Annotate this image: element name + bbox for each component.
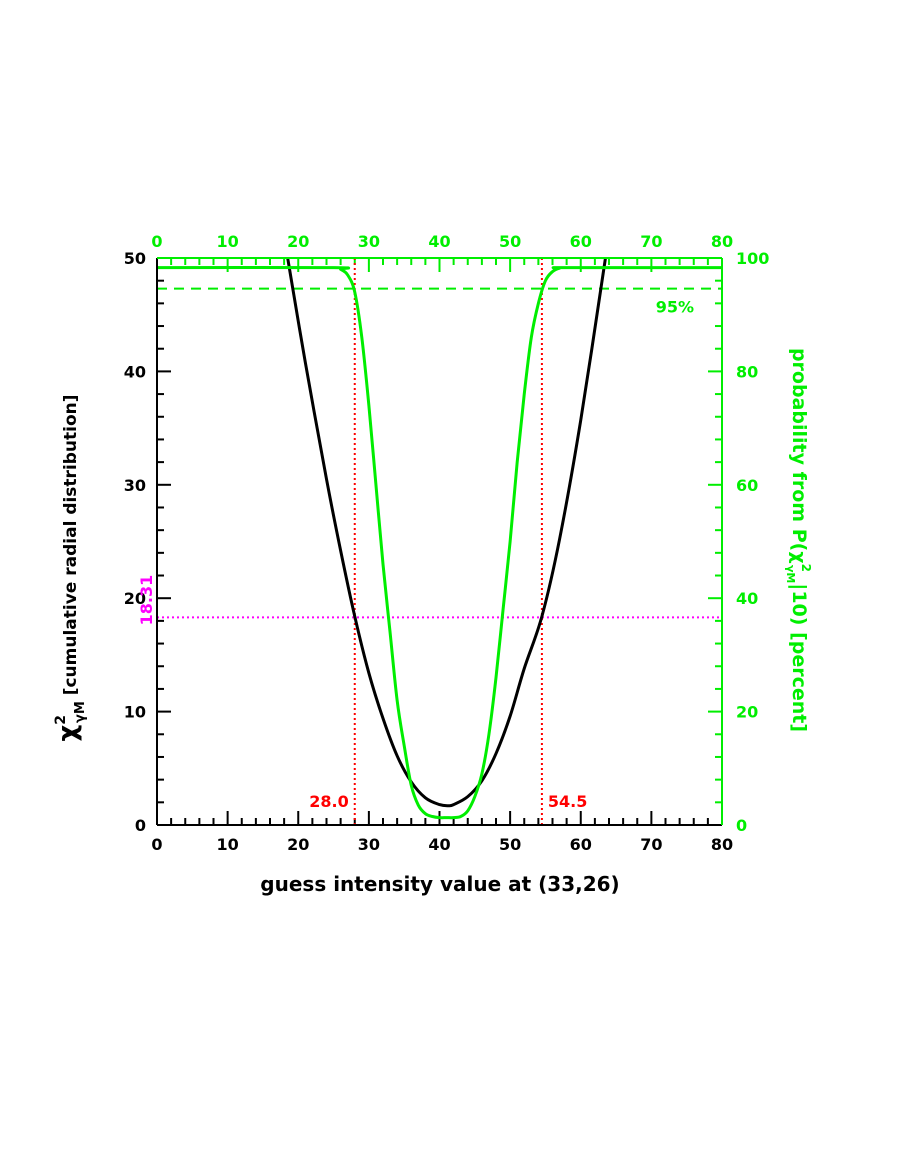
x-tick-label: 50 — [499, 835, 521, 854]
x-tick-label: 80 — [711, 835, 733, 854]
left-y-chi-symbol: χ — [53, 725, 83, 742]
lower-bound-label: 28.0 — [309, 792, 348, 811]
x-axis-title: guess intensity value at (33,26) — [260, 872, 619, 896]
right-y-chi-superscript: 2 — [799, 564, 813, 572]
left-y-title-rest: [cumulative radial distribution] — [61, 394, 81, 701]
right-y-title-rest: |10) [percent] — [788, 583, 810, 732]
right-y-chi-subscript: γM — [784, 565, 797, 583]
series-layer — [156, 257, 723, 820]
top-x-tick-label: 10 — [216, 232, 238, 251]
confidence-label: 95% — [656, 298, 694, 317]
x-tick-label: 20 — [287, 835, 309, 854]
x-tick-label: 10 — [216, 835, 238, 854]
x-tick-label: 30 — [358, 835, 380, 854]
tick-marks-layer — [156, 257, 723, 826]
left-y-chi-subscript: γM — [73, 701, 88, 723]
top-x-tick-label: 80 — [711, 232, 733, 251]
right-y-tick-label: 0 — [736, 816, 747, 835]
x-tick-label: 40 — [428, 835, 450, 854]
chi-square-curve — [286, 257, 607, 808]
labels-layer: 0 10 20 30 40 50 60 70 800 10 20 30 40 50 60 70 80010203… — [124, 232, 770, 854]
left-y-tick-label: 50 — [124, 249, 146, 268]
right-y-title-prefix: probability from P(χ — [788, 348, 810, 564]
left-y-axis-title: χ2 γM [cumulative radial distribution] — [53, 394, 88, 741]
reference-lines-layer — [157, 258, 722, 825]
right-y-tick-label: 80 — [736, 362, 758, 381]
x-tick-label: 70 — [640, 835, 662, 854]
left-y-chi-superscript: 2 — [53, 715, 69, 725]
right-y-tick-label: 20 — [736, 703, 758, 722]
left-y-tick-label: 0 — [135, 816, 146, 835]
left-y-tick-label: 30 — [124, 476, 146, 495]
right-y-tick-label: 40 — [736, 589, 758, 608]
x-tick-label: 60 — [570, 835, 592, 854]
left-y-tick-label: 20 — [124, 589, 146, 608]
left-y-tick-label: 40 — [124, 362, 146, 381]
upper-bound-label: 54.5 — [548, 792, 587, 811]
threshold-label: 18.31 — [137, 575, 156, 626]
top-x-tick-label: 20 — [287, 232, 309, 251]
right-y-tick-label: 100 — [736, 249, 769, 268]
top-x-tick-label: 0 — [151, 232, 162, 251]
right-y-axis-title: probability from P(χ2γM|10) [percent] — [784, 348, 813, 732]
plot-frame-layer — [156, 257, 723, 826]
x-tick-label: 0 — [151, 835, 162, 854]
probability-curve — [156, 266, 723, 820]
top-x-tick-label: 50 — [499, 232, 521, 251]
top-x-tick-label: 70 — [640, 232, 662, 251]
left-y-tick-label: 10 — [124, 703, 146, 722]
top-x-tick-label: 30 — [358, 232, 380, 251]
right-y-tick-label: 60 — [736, 476, 758, 495]
top-x-tick-label: 60 — [570, 232, 592, 251]
top-x-tick-label: 40 — [428, 232, 450, 251]
